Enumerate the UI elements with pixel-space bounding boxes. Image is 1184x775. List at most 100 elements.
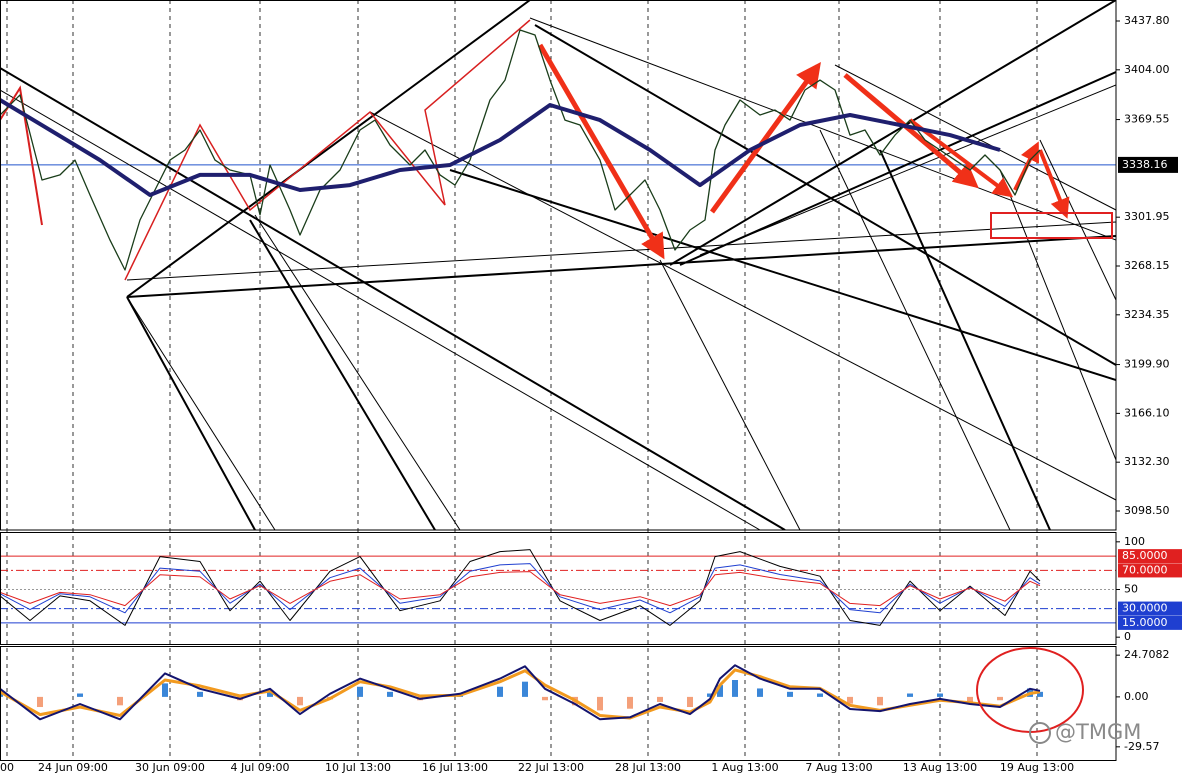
y-tick-label: 3132.30 bbox=[1124, 455, 1170, 468]
trend-line bbox=[534, 24, 1116, 366]
histogram-bar bbox=[877, 696, 883, 706]
histogram-bar bbox=[597, 696, 603, 711]
y-tick-label: 100 bbox=[1124, 535, 1145, 548]
zigzag bbox=[0, 85, 43, 226]
trend-line bbox=[126, 235, 1116, 298]
arrow bbox=[537, 43, 665, 260]
x-tick-label: 7 Aug 13:00 bbox=[805, 761, 872, 774]
trend-line bbox=[0, 89, 761, 530]
y-tick-label: 50 bbox=[1124, 583, 1138, 596]
series-line bbox=[0, 563, 1041, 614]
y-tick-label: 3301.95 bbox=[1124, 210, 1170, 223]
histogram-bar bbox=[542, 696, 548, 701]
x-tick-label: 16 Jul 13:00 bbox=[422, 761, 488, 774]
histogram-bar bbox=[847, 696, 853, 704]
series-line bbox=[0, 664, 1041, 721]
x-tick-label: 19 Aug 13:00 bbox=[1000, 761, 1074, 774]
y-tick-label: 24.7082 bbox=[1124, 648, 1170, 661]
trend-line bbox=[249, 219, 436, 530]
x-tick-label: 24 Jun 09:00 bbox=[38, 761, 108, 774]
level-label-box bbox=[1118, 615, 1182, 630]
y-tick-label: 3437.80 bbox=[1124, 14, 1170, 27]
histogram-bar bbox=[267, 691, 273, 697]
trend-line bbox=[126, 0, 531, 298]
x-tick-label: 30 Jun 09:00 bbox=[135, 761, 205, 774]
x-tick-label: 4 Jul 09:00 bbox=[231, 761, 290, 774]
y-tick-label: 15.0000 bbox=[1122, 616, 1168, 629]
histogram-bar bbox=[687, 696, 693, 708]
trend-line bbox=[699, 84, 1116, 256]
panel-border bbox=[0, 646, 1117, 761]
level-label-box bbox=[1118, 549, 1182, 564]
histogram-bar bbox=[297, 696, 303, 706]
histogram-bar bbox=[77, 693, 83, 697]
trend-line bbox=[449, 169, 1116, 381]
histogram-bar bbox=[627, 696, 633, 709]
trend-line bbox=[369, 111, 1116, 501]
grid bbox=[0, 0, 1116, 760]
y-tick-label: 3098.50 bbox=[1124, 504, 1170, 517]
panel-border bbox=[0, 532, 1117, 645]
histogram-bar bbox=[707, 693, 713, 697]
arrow bbox=[1038, 149, 1070, 219]
trend-line bbox=[879, 149, 1051, 530]
trend-line bbox=[126, 296, 256, 530]
frame bbox=[0, 0, 1117, 761]
trend-line bbox=[669, 0, 1116, 266]
x-tick-label: 10 Jul 13:00 bbox=[325, 761, 391, 774]
trend-line bbox=[819, 129, 1011, 530]
y-tick-label: 3404.00 bbox=[1124, 63, 1170, 76]
arrow bbox=[1013, 141, 1039, 191]
trend-line bbox=[529, 17, 1116, 241]
trend-line bbox=[254, 214, 461, 530]
histogram-bar bbox=[497, 686, 503, 697]
histogram-bar bbox=[117, 696, 123, 706]
histogram-bar bbox=[522, 681, 528, 697]
histogram-bar bbox=[967, 696, 973, 702]
trend-line bbox=[1039, 139, 1116, 301]
histogram-bar bbox=[937, 693, 943, 697]
trend-line bbox=[126, 296, 276, 530]
histogram-bar bbox=[657, 696, 663, 702]
level-label-box bbox=[1118, 563, 1182, 578]
y-tick-label: -29.57 bbox=[1124, 740, 1159, 753]
trend-line bbox=[126, 221, 1116, 281]
x-tick-label: 13 Aug 13:00 bbox=[903, 761, 977, 774]
histogram-bar bbox=[907, 693, 913, 697]
target-zone bbox=[990, 212, 1113, 239]
panel-border bbox=[0, 0, 1117, 531]
y-tick-label: 3166.10 bbox=[1124, 406, 1170, 419]
histogram-bar bbox=[37, 696, 43, 708]
x-tick-label: 28 Jul 13:00 bbox=[615, 761, 681, 774]
y-tick-label: 30.0000 bbox=[1122, 602, 1168, 615]
histogram-bar bbox=[757, 688, 763, 697]
data-layer bbox=[0, 29, 1043, 721]
y-tick-label: 0 bbox=[1124, 630, 1131, 643]
x-tick-label: 1 Aug 13:00 bbox=[711, 761, 778, 774]
histogram-bar bbox=[357, 686, 363, 697]
trend-line bbox=[834, 64, 1116, 211]
x-tick-label: 22 Jul 13:00 bbox=[518, 761, 584, 774]
y-tick-label: 3199.90 bbox=[1124, 358, 1170, 371]
series-line bbox=[0, 98, 1001, 197]
watermark-icon bbox=[1029, 722, 1051, 744]
y-tick-label: 85.0000 bbox=[1122, 549, 1168, 562]
y-tick-label: 0.00 bbox=[1124, 690, 1149, 703]
level-label-box bbox=[1118, 601, 1182, 616]
histogram-bar bbox=[387, 691, 393, 697]
watermark: @TMGM bbox=[1055, 720, 1141, 744]
arrow bbox=[843, 73, 979, 189]
histogram-bar bbox=[817, 693, 823, 697]
y-tick-label: 3369.55 bbox=[1124, 113, 1170, 126]
y-tick-label: 70.0000 bbox=[1122, 563, 1168, 576]
zigzag bbox=[124, 19, 531, 281]
series-line bbox=[0, 571, 1041, 607]
histogram-bar bbox=[717, 685, 723, 697]
arrow bbox=[908, 118, 1014, 198]
histogram-bar bbox=[732, 679, 738, 697]
histogram-bar bbox=[787, 691, 793, 697]
trend-line bbox=[679, 71, 1116, 266]
series-line bbox=[0, 549, 1041, 626]
y-tick-label: 3268.15 bbox=[1124, 259, 1170, 272]
histogram-bar bbox=[1037, 691, 1043, 697]
